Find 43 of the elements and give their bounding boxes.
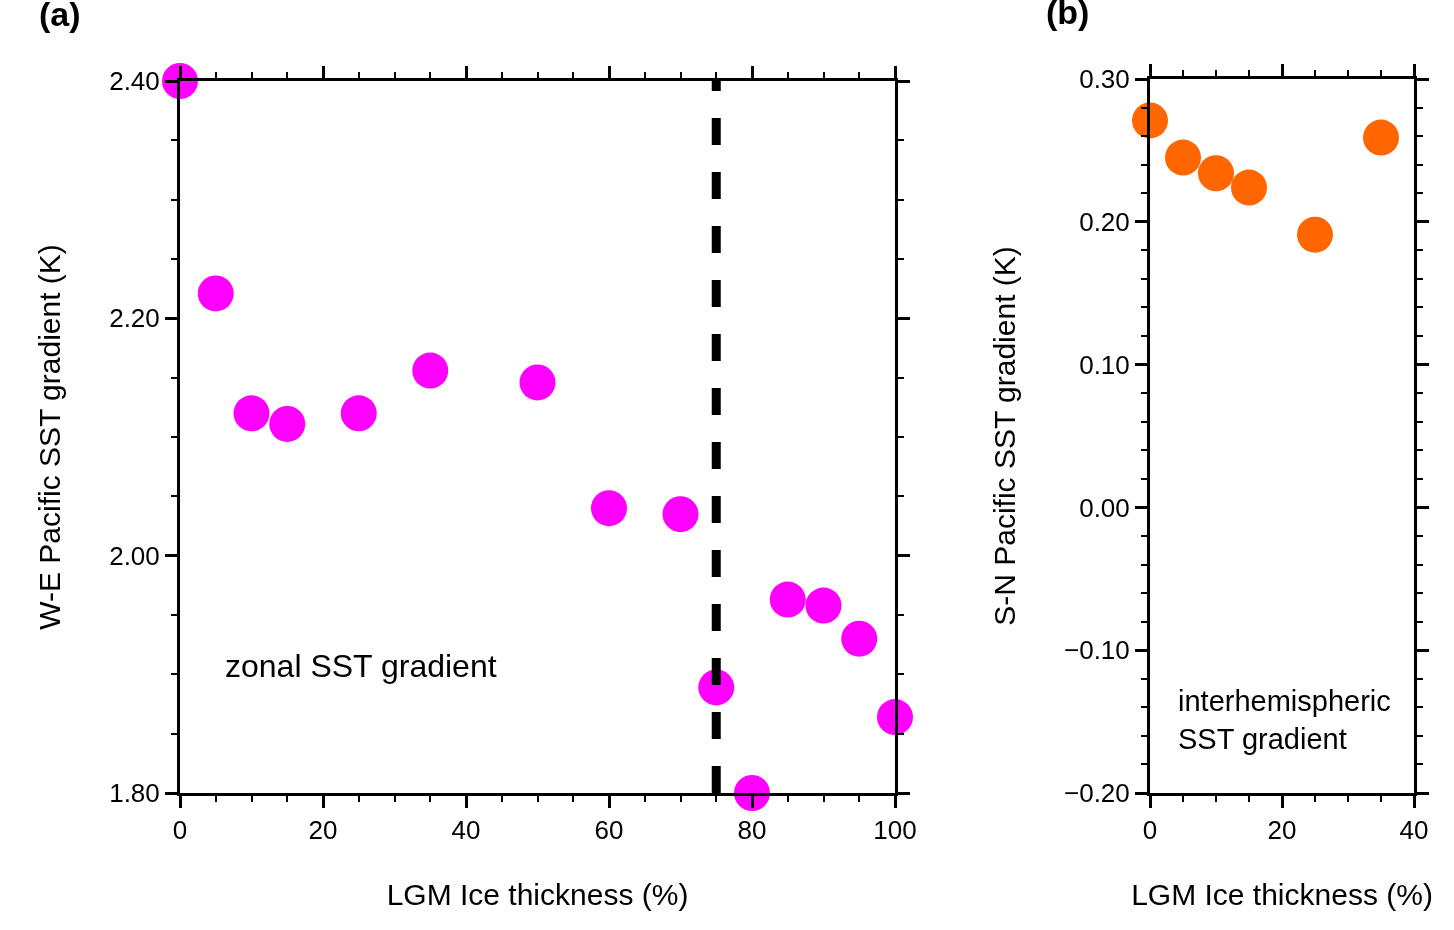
x-axis-title: LGM Ice thickness (%) [1131,877,1433,911]
y-axis-title: S-N Pacific SST gradient (K) [988,246,1021,626]
point [197,275,234,312]
x-tick-label: 80 [737,815,767,846]
y-tick-label: 0.30 [1079,64,1130,95]
y-tick-label: −0.10 [1064,635,1130,666]
point [1231,169,1267,206]
point [1297,216,1333,253]
y-tick-label: 2.00 [109,540,160,571]
y-tick-label: 0.10 [1079,349,1130,380]
point [769,581,806,618]
point [841,620,878,657]
annotation: zonal SST gradient [225,648,497,684]
point [662,496,699,533]
y-tick-label: 2.40 [109,66,160,97]
point [519,364,556,401]
point [412,352,449,389]
y-tick-label: 0.00 [1079,492,1130,523]
x-tick-label: 40 [1399,815,1429,846]
point [1198,155,1234,192]
annotation: interhemispheric SST gradient [1178,685,1391,755]
point [233,395,270,432]
y-tick-label: 0.20 [1079,206,1130,237]
y-axis-title: W-E Pacific SST gradient (K) [33,244,67,630]
x-tick-label: 0 [172,815,188,846]
y-tick-label: −0.20 [1064,778,1130,809]
point [1363,119,1399,156]
chart-title: (a) [39,0,81,33]
x-tick-label: 100 [873,815,917,846]
point [340,395,377,432]
x-tick-label: 0 [1142,815,1158,846]
point [591,490,627,527]
x-axis-title: LGM Ice thickness (%) [386,877,689,911]
x-tick-label: 20 [1267,815,1297,846]
x-tick-label: 60 [594,815,624,846]
chart-title: (b) [1046,0,1090,31]
point [1165,139,1201,176]
point [805,587,842,624]
x-tick-label: 20 [308,815,338,846]
y-tick-label: 1.80 [109,778,160,809]
point [269,405,306,442]
x-tick-label: 40 [451,815,481,846]
y-tick-label: 2.20 [109,303,160,334]
